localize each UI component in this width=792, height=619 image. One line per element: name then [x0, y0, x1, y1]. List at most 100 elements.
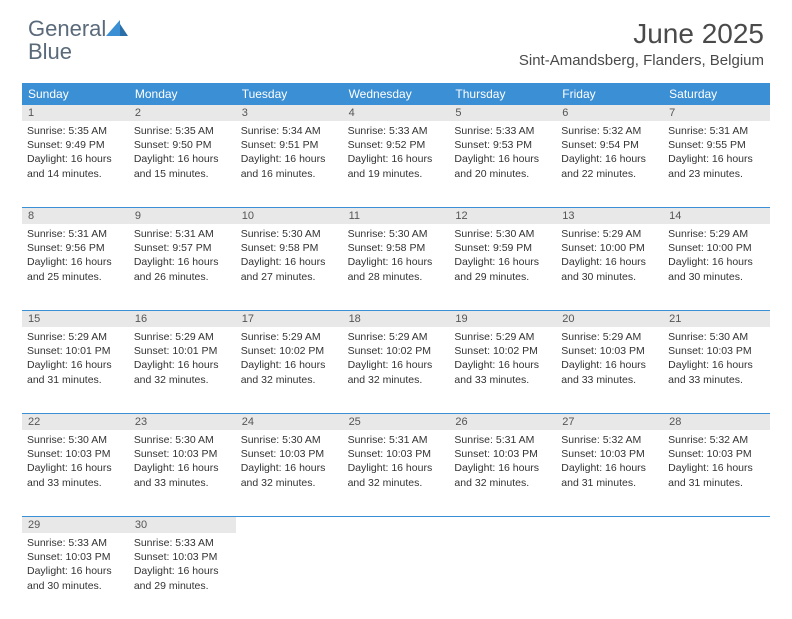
- week-row: Sunrise: 5:35 AMSunset: 9:49 PMDaylight:…: [22, 121, 770, 208]
- weeks-container: 1234567Sunrise: 5:35 AMSunset: 9:49 PMDa…: [22, 105, 770, 619]
- day-info: Sunrise: 5:32 AMSunset: 10:03 PMDaylight…: [668, 433, 765, 490]
- sunset-line: Sunset: 10:03 PM: [668, 447, 765, 461]
- sunset-line: Sunset: 9:58 PM: [241, 241, 338, 255]
- sunset-line: Sunset: 9:54 PM: [561, 138, 658, 152]
- sunset-line: Sunset: 10:02 PM: [348, 344, 445, 358]
- daylight-line: Daylight: 16 hours and 32 minutes.: [241, 358, 338, 386]
- daylight-line: Daylight: 16 hours and 22 minutes.: [561, 152, 658, 180]
- day-cell-empty: [343, 533, 450, 619]
- daylight-line: Daylight: 16 hours and 32 minutes.: [454, 461, 551, 489]
- daylight-line: Daylight: 16 hours and 30 minutes.: [27, 564, 124, 592]
- weekday-tuesday: Tuesday: [236, 83, 343, 105]
- daylight-line: Daylight: 16 hours and 25 minutes.: [27, 255, 124, 283]
- day-number: 26: [449, 414, 556, 430]
- day-cell: Sunrise: 5:29 AMSunset: 10:00 PMDaylight…: [556, 224, 663, 310]
- sunset-line: Sunset: 10:03 PM: [561, 447, 658, 461]
- day-cell: Sunrise: 5:29 AMSunset: 10:03 PMDaylight…: [556, 327, 663, 413]
- day-number: 30: [129, 517, 236, 533]
- day-info: Sunrise: 5:29 AMSunset: 10:02 PMDaylight…: [348, 330, 445, 387]
- daylight-line: Daylight: 16 hours and 30 minutes.: [561, 255, 658, 283]
- day-number: 19: [449, 311, 556, 327]
- daylight-line: Daylight: 16 hours and 15 minutes.: [134, 152, 231, 180]
- week-row: Sunrise: 5:30 AMSunset: 10:03 PMDaylight…: [22, 430, 770, 517]
- weekday-thursday: Thursday: [449, 83, 556, 105]
- logo: General Blue: [28, 18, 128, 64]
- day-cell: Sunrise: 5:29 AMSunset: 10:02 PMDaylight…: [343, 327, 450, 413]
- daylight-line: Daylight: 16 hours and 19 minutes.: [348, 152, 445, 180]
- day-number: [556, 517, 663, 533]
- day-cell-empty: [236, 533, 343, 619]
- sunset-line: Sunset: 10:03 PM: [454, 447, 551, 461]
- sunrise-line: Sunrise: 5:29 AM: [27, 330, 124, 344]
- daylight-line: Daylight: 16 hours and 33 minutes.: [454, 358, 551, 386]
- sunrise-line: Sunrise: 5:29 AM: [348, 330, 445, 344]
- daylight-line: Daylight: 16 hours and 30 minutes.: [668, 255, 765, 283]
- sunrise-line: Sunrise: 5:30 AM: [241, 227, 338, 241]
- day-info: Sunrise: 5:31 AMSunset: 9:55 PMDaylight:…: [668, 124, 765, 181]
- day-number: 21: [663, 311, 770, 327]
- day-info: Sunrise: 5:30 AMSunset: 9:58 PMDaylight:…: [241, 227, 338, 284]
- day-cell: Sunrise: 5:31 AMSunset: 9:55 PMDaylight:…: [663, 121, 770, 207]
- daylight-line: Daylight: 16 hours and 29 minutes.: [454, 255, 551, 283]
- daylight-line: Daylight: 16 hours and 20 minutes.: [454, 152, 551, 180]
- sunset-line: Sunset: 10:01 PM: [27, 344, 124, 358]
- day-number: 16: [129, 311, 236, 327]
- day-cell: Sunrise: 5:32 AMSunset: 9:54 PMDaylight:…: [556, 121, 663, 207]
- day-cell: Sunrise: 5:31 AMSunset: 10:03 PMDaylight…: [343, 430, 450, 516]
- day-info: Sunrise: 5:30 AMSunset: 10:03 PMDaylight…: [668, 330, 765, 387]
- day-info: Sunrise: 5:33 AMSunset: 9:52 PMDaylight:…: [348, 124, 445, 181]
- daylight-line: Daylight: 16 hours and 31 minutes.: [668, 461, 765, 489]
- logo-word-1: General: [28, 16, 106, 41]
- daynum-row: 1234567: [22, 105, 770, 121]
- week-row: Sunrise: 5:31 AMSunset: 9:56 PMDaylight:…: [22, 224, 770, 311]
- sunset-line: Sunset: 9:57 PM: [134, 241, 231, 255]
- sunrise-line: Sunrise: 5:31 AM: [27, 227, 124, 241]
- sunset-line: Sunset: 10:03 PM: [134, 447, 231, 461]
- day-number: 6: [556, 105, 663, 121]
- sunrise-line: Sunrise: 5:35 AM: [134, 124, 231, 138]
- sunset-line: Sunset: 10:01 PM: [134, 344, 231, 358]
- day-cell: Sunrise: 5:35 AMSunset: 9:50 PMDaylight:…: [129, 121, 236, 207]
- day-cell: Sunrise: 5:29 AMSunset: 10:01 PMDaylight…: [129, 327, 236, 413]
- day-cell: Sunrise: 5:30 AMSunset: 10:03 PMDaylight…: [663, 327, 770, 413]
- daylight-line: Daylight: 16 hours and 29 minutes.: [134, 564, 231, 592]
- day-number: 11: [343, 208, 450, 224]
- day-info: Sunrise: 5:29 AMSunset: 10:02 PMDaylight…: [454, 330, 551, 387]
- day-cell: Sunrise: 5:30 AMSunset: 10:03 PMDaylight…: [22, 430, 129, 516]
- day-number: 9: [129, 208, 236, 224]
- daylight-line: Daylight: 16 hours and 33 minutes.: [668, 358, 765, 386]
- day-number: [663, 517, 770, 533]
- daylight-line: Daylight: 16 hours and 31 minutes.: [561, 461, 658, 489]
- day-number: 17: [236, 311, 343, 327]
- daynum-row: 15161718192021: [22, 311, 770, 327]
- sunrise-line: Sunrise: 5:33 AM: [348, 124, 445, 138]
- day-cell: Sunrise: 5:29 AMSunset: 10:01 PMDaylight…: [22, 327, 129, 413]
- day-info: Sunrise: 5:30 AMSunset: 9:58 PMDaylight:…: [348, 227, 445, 284]
- sunrise-line: Sunrise: 5:29 AM: [668, 227, 765, 241]
- day-number: 10: [236, 208, 343, 224]
- daylight-line: Daylight: 16 hours and 23 minutes.: [668, 152, 765, 180]
- day-number: 20: [556, 311, 663, 327]
- sunrise-line: Sunrise: 5:32 AM: [561, 124, 658, 138]
- sunrise-line: Sunrise: 5:31 AM: [668, 124, 765, 138]
- day-number: 2: [129, 105, 236, 121]
- sunrise-line: Sunrise: 5:30 AM: [27, 433, 124, 447]
- sunrise-line: Sunrise: 5:33 AM: [454, 124, 551, 138]
- day-info: Sunrise: 5:29 AMSunset: 10:01 PMDaylight…: [27, 330, 124, 387]
- day-info: Sunrise: 5:31 AMSunset: 10:03 PMDaylight…: [454, 433, 551, 490]
- day-number: 13: [556, 208, 663, 224]
- day-cell: Sunrise: 5:33 AMSunset: 9:52 PMDaylight:…: [343, 121, 450, 207]
- day-info: Sunrise: 5:30 AMSunset: 10:03 PMDaylight…: [241, 433, 338, 490]
- day-number: 15: [22, 311, 129, 327]
- sunrise-line: Sunrise: 5:33 AM: [27, 536, 124, 550]
- day-info: Sunrise: 5:31 AMSunset: 9:57 PMDaylight:…: [134, 227, 231, 284]
- sunset-line: Sunset: 9:49 PM: [27, 138, 124, 152]
- sunrise-line: Sunrise: 5:30 AM: [668, 330, 765, 344]
- logo-triangle-icon: [106, 18, 128, 36]
- daylight-line: Daylight: 16 hours and 33 minutes.: [27, 461, 124, 489]
- sunset-line: Sunset: 9:59 PM: [454, 241, 551, 255]
- daylight-line: Daylight: 16 hours and 14 minutes.: [27, 152, 124, 180]
- month-title: June 2025: [519, 18, 764, 50]
- day-number: 4: [343, 105, 450, 121]
- weekday-monday: Monday: [129, 83, 236, 105]
